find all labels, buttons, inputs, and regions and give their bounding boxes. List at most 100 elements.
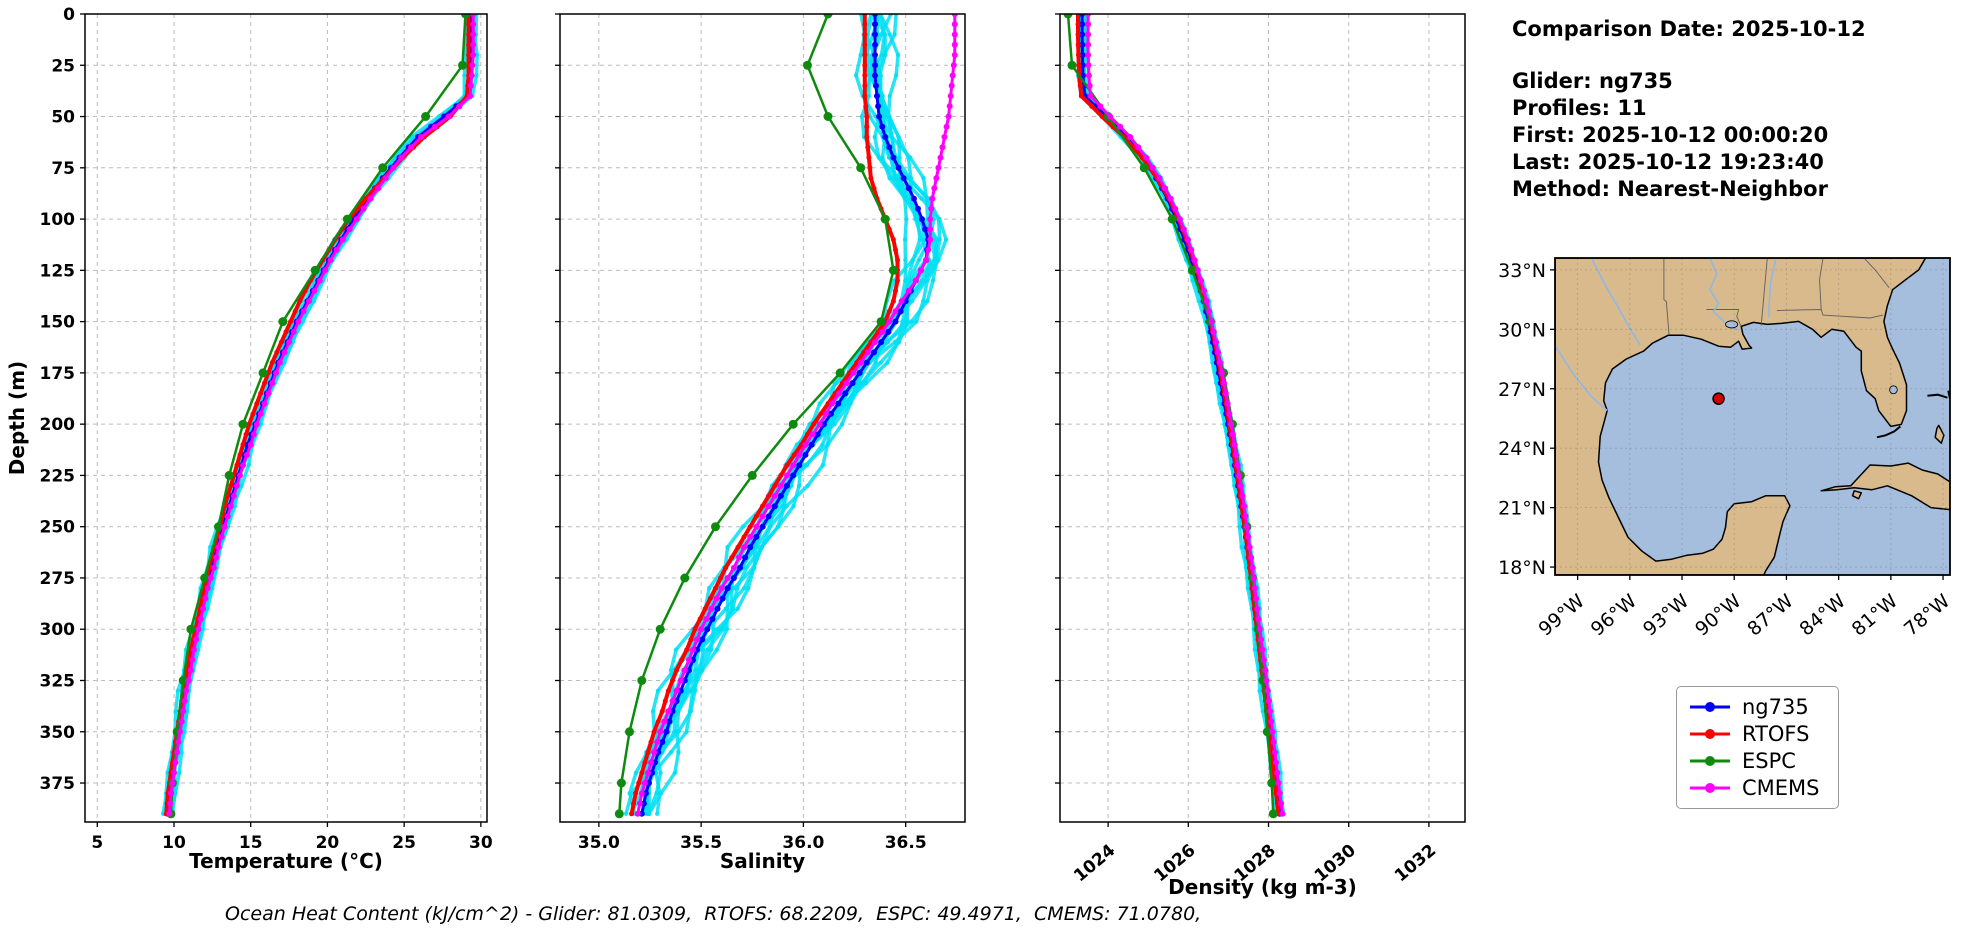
series-marker-RTOFS [262,380,267,386]
series-marker-CMEMS [1198,277,1205,284]
series-marker-ng735 [1079,31,1086,38]
series-marker-CMEMS [253,421,260,428]
series-marker-CMEMS [1226,410,1233,417]
gridlines [1060,13,1465,822]
map-land [1820,462,1950,511]
series-marker-CMEMS [1222,390,1229,397]
series-marker-CMEMS [802,441,809,448]
series-marker-CMEMS [892,308,899,315]
legend: ng735 RTOFS ESPC CMEMS [1676,686,1839,809]
series-marker-CMEMS [177,728,184,735]
series-marker-ESPC [823,14,833,19]
series-marker-CMEMS [1191,257,1198,264]
series-marker-CMEMS [1262,667,1269,674]
series-marker-CMEMS [295,318,302,325]
raw-profile-line [652,14,942,815]
series-marker-CMEMS [927,226,934,233]
interp-method: Method: Nearest-Neighbor [1512,177,1828,201]
series-marker-ESPC [711,522,720,532]
raw-profile-marker [725,545,730,550]
y-axis-label: Depth (m) [5,361,29,475]
series-marker-CMEMS [1234,462,1241,469]
series-marker-RTOFS [791,452,797,458]
series-marker-RTOFS [278,339,284,345]
series-marker-RTOFS [871,185,877,191]
raw-profile-marker [896,134,901,140]
series-marker-RTOFS [466,42,472,48]
series-marker-CMEMS [1249,564,1256,571]
series-marker-ng735 [905,185,912,192]
series-marker-CMEMS [933,175,940,182]
series-marker-CMEMS [431,123,438,130]
raw-profile-marker [884,339,889,345]
raw-profile-marker [740,524,746,529]
series-marker-CMEMS [951,41,958,48]
series-marker-CMEMS [1276,790,1283,797]
plot-frame [1059,13,1466,823]
series-marker-RTOFS [895,257,900,263]
series-marker-CMEMS [1162,185,1169,192]
series-marker-ng735 [1079,62,1086,69]
series-marker-RTOFS [890,298,896,304]
raw-profile-marker [723,606,729,611]
series-marker-ng735 [872,41,878,48]
raw-profile-marker [676,750,681,755]
raw-profile-marker [627,791,632,796]
series-marker-RTOFS [629,811,635,817]
map-islands [1876,425,1902,439]
series-marker-CMEMS [947,93,954,99]
series-marker-CMEMS [1085,41,1092,48]
raw-profile-marker [859,114,865,119]
series-marker-CMEMS [316,277,323,284]
series-marker-CMEMS [1117,123,1124,130]
legend-sample-ESPC [1690,756,1730,766]
series-marker-ng735 [897,308,904,315]
raw-profile-marker [866,93,871,99]
series-marker-ESPC [421,112,431,121]
raw-profile-marker [184,709,190,714]
series-marker-ESPC [880,214,890,224]
raw-profile-marker [700,647,706,652]
map-lake [1725,320,1739,329]
series-marker-CMEMS [237,472,243,479]
raw-profile-marker [825,442,830,447]
series-marker-CMEMS [1213,339,1219,346]
raw-profile-marker [705,647,710,652]
raw-profile-marker [905,278,910,283]
series-marker-ng735 [796,462,803,469]
series-marker-CMEMS [181,698,188,704]
series-marker-CMEMS [1269,728,1276,735]
raw-profile-marker [855,380,861,386]
series-marker-CMEMS [261,400,268,407]
raw-profile-marker [654,791,659,796]
series-marker-CMEMS [171,769,177,776]
series-marker-RTOFS [718,575,724,581]
series-marker-RTOFS [250,411,256,417]
series-marker-CMEMS [943,123,950,130]
raw-profile-marker [858,52,863,58]
series-marker-RTOFS [893,247,898,253]
series-marker-CMEMS [382,175,389,182]
series-marker-RTOFS [893,288,898,294]
series-marker-RTOFS [707,596,713,601]
raw-profile-line [1076,14,1284,815]
raw-profile-marker [868,73,874,78]
series-marker-CMEMS [927,216,934,223]
series-marker-RTOFS [862,83,868,89]
series-marker-CMEMS [681,667,688,674]
raw-profile-marker [647,811,652,816]
raw-profile-marker [776,524,781,529]
series-marker-ESPC [378,163,388,173]
raw-profile-marker [672,770,678,775]
series-marker-CMEMS [661,718,668,725]
raw-profile-marker [881,114,886,119]
series-marker-CMEMS [1271,749,1278,756]
series-marker-RTOFS [670,678,675,683]
series-marker-ng735 [871,349,877,356]
raw-profile-marker [684,729,689,734]
series-marker-CMEMS [233,482,240,489]
series-marker-RTOFS [648,739,654,745]
series-marker-RTOFS [735,544,741,550]
series-marker-CMEMS [822,410,829,417]
raw-profile-marker [177,770,182,775]
